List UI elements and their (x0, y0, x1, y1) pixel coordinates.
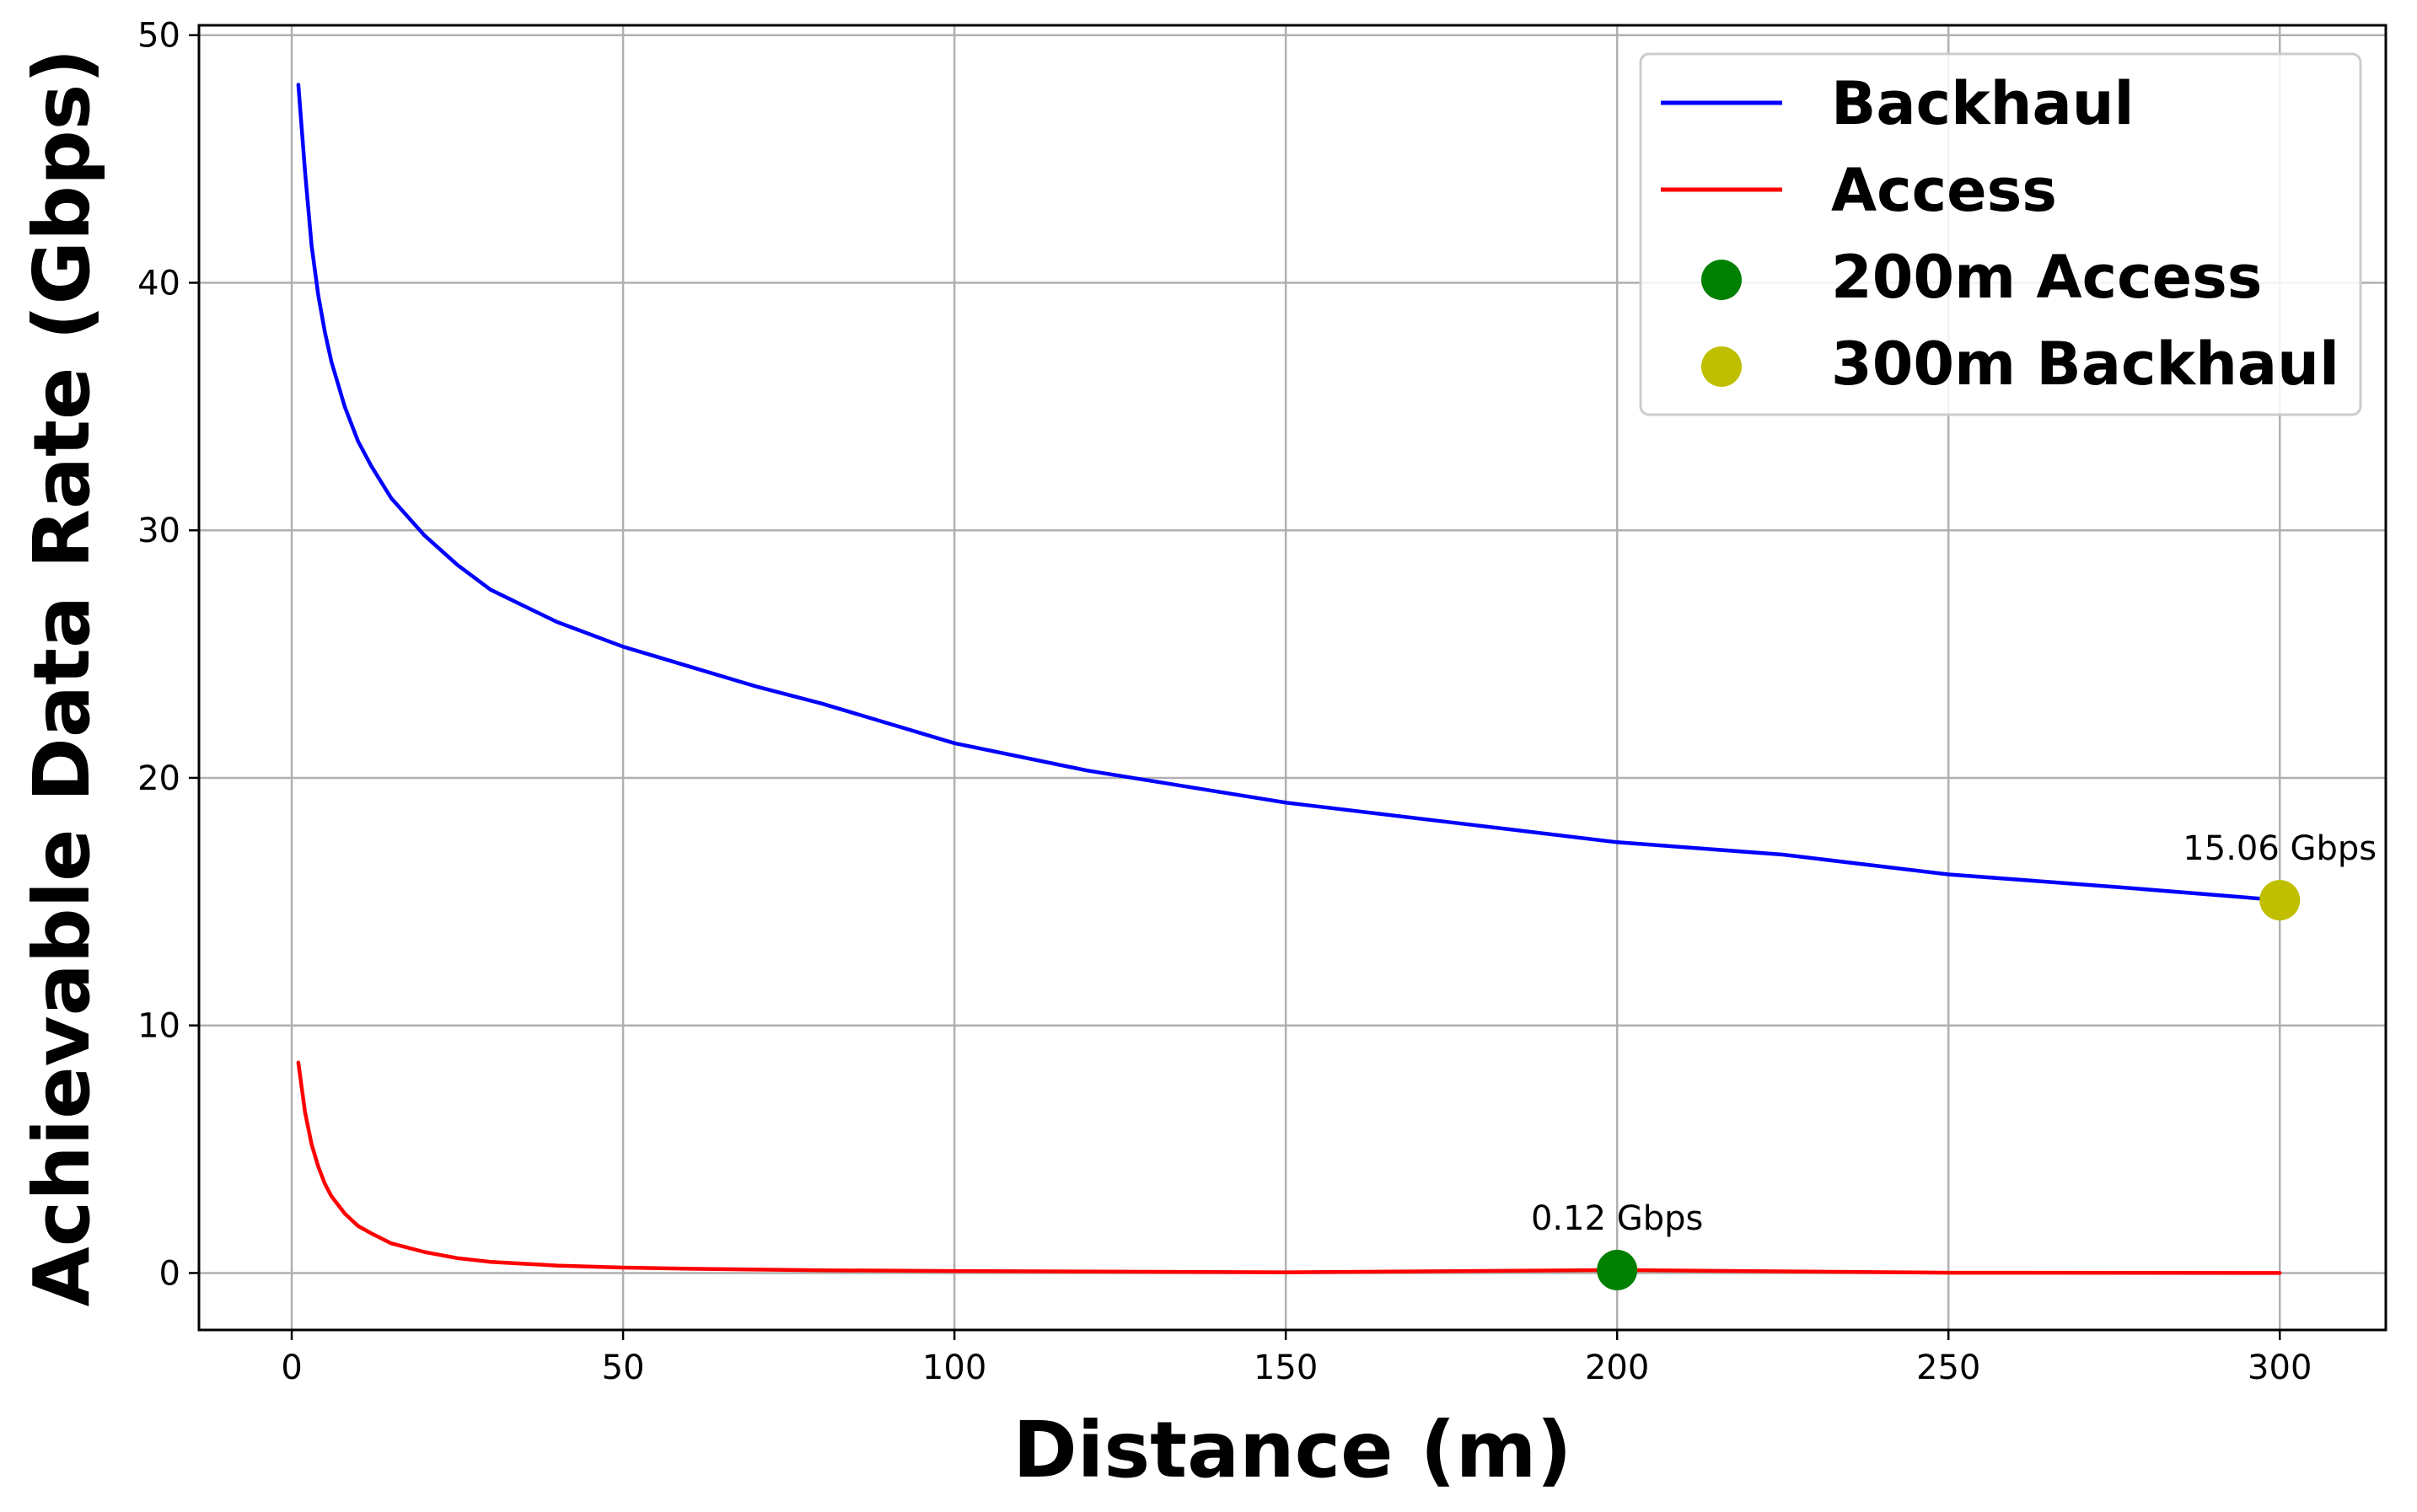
legend-marker-swatch (1701, 260, 1742, 300)
y-tick-label: 10 (137, 1007, 180, 1046)
x-tick-label: 250 (1916, 1348, 1980, 1387)
x-tick-label: 150 (1254, 1348, 1318, 1387)
x-tick-label: 50 (602, 1348, 645, 1387)
x-tick-label: 0 (281, 1348, 302, 1387)
legend-label: Backhaul (1831, 69, 2135, 138)
x-tick-label: 100 (922, 1348, 986, 1387)
y-axis-title: Achievable Data Rate (Gbps) (17, 49, 107, 1307)
legend-label: 200m Access (1831, 243, 2262, 312)
legend-box (1639, 52, 2362, 416)
highlight-points: 0.12 Gbps 15.06 Gbps (1531, 829, 2377, 1290)
legend-label: 300m Backhaul (1831, 330, 2339, 399)
data-label: 0.12 Gbps (1531, 1199, 1703, 1238)
legend-label: Access (1831, 156, 2057, 225)
y-tick-label: 0 (159, 1254, 180, 1293)
y-tick-label: 30 (137, 512, 180, 550)
axis-ticks: 0 50 100 150 200 250 300 0 10 20 30 40 50 (137, 17, 2312, 1387)
highlight-point (1597, 1249, 1638, 1290)
legend-marker-swatch (1701, 346, 1742, 387)
data-label: 15.06 Gbps (2183, 829, 2377, 868)
series-line-backhaul (296, 83, 2282, 903)
highlight-point (2259, 880, 2301, 921)
x-tick-label: 300 (2248, 1348, 2312, 1387)
y-tick-label: 20 (137, 759, 180, 798)
series-lines (296, 83, 2282, 1275)
x-axis-title: Distance (m) (1012, 1405, 1571, 1495)
y-tick-label: 40 (137, 264, 180, 303)
y-tick-label: 50 (137, 17, 180, 56)
legend: Backhaul Access 200m Access 300m Backhaul (1639, 52, 2362, 416)
series-line-access (296, 1060, 2282, 1275)
x-tick-label: 200 (1585, 1348, 1649, 1387)
plot-frame (197, 24, 2387, 1332)
